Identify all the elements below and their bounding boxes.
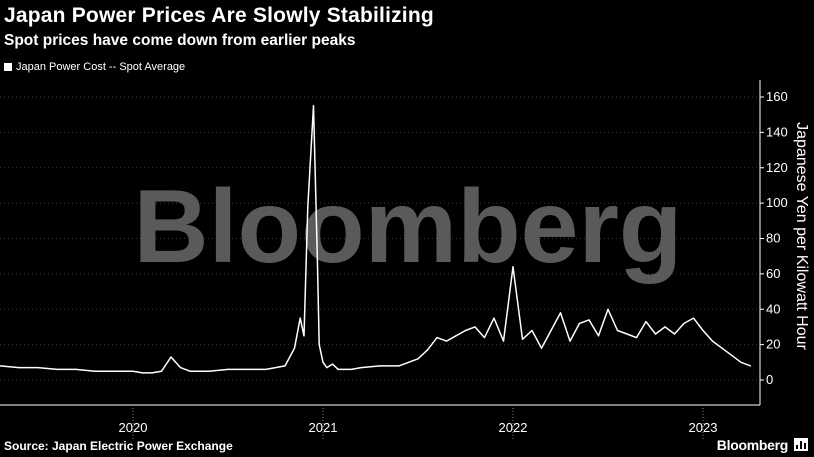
y-tick-label: 140 <box>766 124 788 139</box>
data-point <box>654 333 657 335</box>
data-point <box>151 372 153 374</box>
y-tick-label: 60 <box>766 266 780 281</box>
data-point <box>170 356 172 358</box>
y-tick-label: 100 <box>766 195 788 210</box>
data-point <box>316 255 318 257</box>
x-tick-label: 2022 <box>499 420 528 435</box>
data-point <box>360 367 362 369</box>
data-point <box>711 340 714 342</box>
legend-label: Japan Power Cost -- Spot Average <box>16 61 186 73</box>
data-point <box>56 368 58 370</box>
data-point <box>721 347 723 349</box>
data-point <box>198 370 201 372</box>
y-tick-label: 120 <box>766 160 788 175</box>
data-point <box>303 335 305 337</box>
data-point <box>113 370 115 372</box>
data-point <box>559 312 562 314</box>
data-point <box>664 326 666 328</box>
data-point <box>578 322 581 324</box>
data-point <box>512 266 514 268</box>
data-point <box>540 347 543 349</box>
data-point <box>284 365 286 367</box>
data-point <box>436 336 438 339</box>
data-point <box>635 336 638 339</box>
data-point <box>265 368 267 370</box>
legend: Japan Power Cost -- Spot Average <box>4 61 185 73</box>
data-point <box>18 367 20 369</box>
data-point <box>189 370 191 372</box>
data-point <box>0 365 1 367</box>
data-point <box>417 358 419 360</box>
x-tick-label: 2020 <box>119 420 148 435</box>
data-point <box>75 368 77 370</box>
data-point <box>341 368 343 370</box>
data-point <box>132 370 134 372</box>
data-point <box>141 372 144 374</box>
y-tick-label: 20 <box>766 337 780 352</box>
data-point <box>483 336 486 339</box>
data-point <box>464 329 467 332</box>
data-point <box>326 367 328 369</box>
data-point <box>94 370 96 372</box>
data-point <box>312 105 315 107</box>
data-point <box>246 368 248 370</box>
data-point <box>398 365 400 367</box>
chart-subtitle: Spot prices have come down from earlier … <box>4 32 356 49</box>
data-point <box>293 347 296 349</box>
chart-title: Japan Power Prices Are Slowly Stabilizin… <box>4 4 434 27</box>
data-point <box>318 344 320 346</box>
data-point <box>607 308 609 310</box>
data-point <box>426 349 429 351</box>
data-point <box>546 336 548 339</box>
data-point <box>493 317 495 319</box>
data-point <box>227 368 229 370</box>
data-point <box>445 340 448 342</box>
data-point <box>749 365 752 367</box>
data-point <box>474 326 476 328</box>
x-tick-label: 2023 <box>689 420 718 435</box>
data-point <box>550 329 552 332</box>
y-tick-label: 80 <box>766 231 780 246</box>
data-point <box>692 317 695 319</box>
data-point <box>569 340 571 342</box>
y-tick-label: 40 <box>766 301 780 316</box>
y-tick-label: 0 <box>766 372 773 387</box>
y-tick-label: 160 <box>766 89 788 104</box>
data-point <box>322 361 324 363</box>
data-point <box>597 335 600 337</box>
data-point <box>730 354 733 356</box>
data-point <box>521 338 524 340</box>
data-point <box>37 367 39 369</box>
x-tick-label: 2021 <box>309 420 338 435</box>
y-axis-label: Japanese Yen per Kilowatt Hour <box>793 122 810 350</box>
data-point <box>160 370 163 372</box>
brand-logo: Bloomberg <box>716 437 789 453</box>
legend-swatch <box>4 63 12 71</box>
data-point <box>702 329 704 332</box>
data-point <box>616 329 619 332</box>
data-point <box>645 321 647 323</box>
data-point <box>740 361 742 363</box>
data-point <box>337 368 339 370</box>
data-point <box>683 322 685 324</box>
data-point <box>379 365 381 367</box>
data-point <box>331 363 334 365</box>
data-point <box>626 333 628 335</box>
watermark-text: Bloomberg <box>134 169 683 285</box>
data-point <box>588 319 590 321</box>
data-point <box>208 370 210 372</box>
data-point <box>179 367 182 369</box>
data-point <box>502 340 505 342</box>
source-note: Source: Japan Electric Power Exchange <box>4 439 233 453</box>
data-point <box>455 335 457 337</box>
data-point <box>307 206 309 208</box>
data-point <box>531 329 533 332</box>
data-point <box>350 368 353 370</box>
bar-chart-icon <box>794 438 808 451</box>
data-point <box>673 333 676 335</box>
data-point <box>299 317 301 319</box>
